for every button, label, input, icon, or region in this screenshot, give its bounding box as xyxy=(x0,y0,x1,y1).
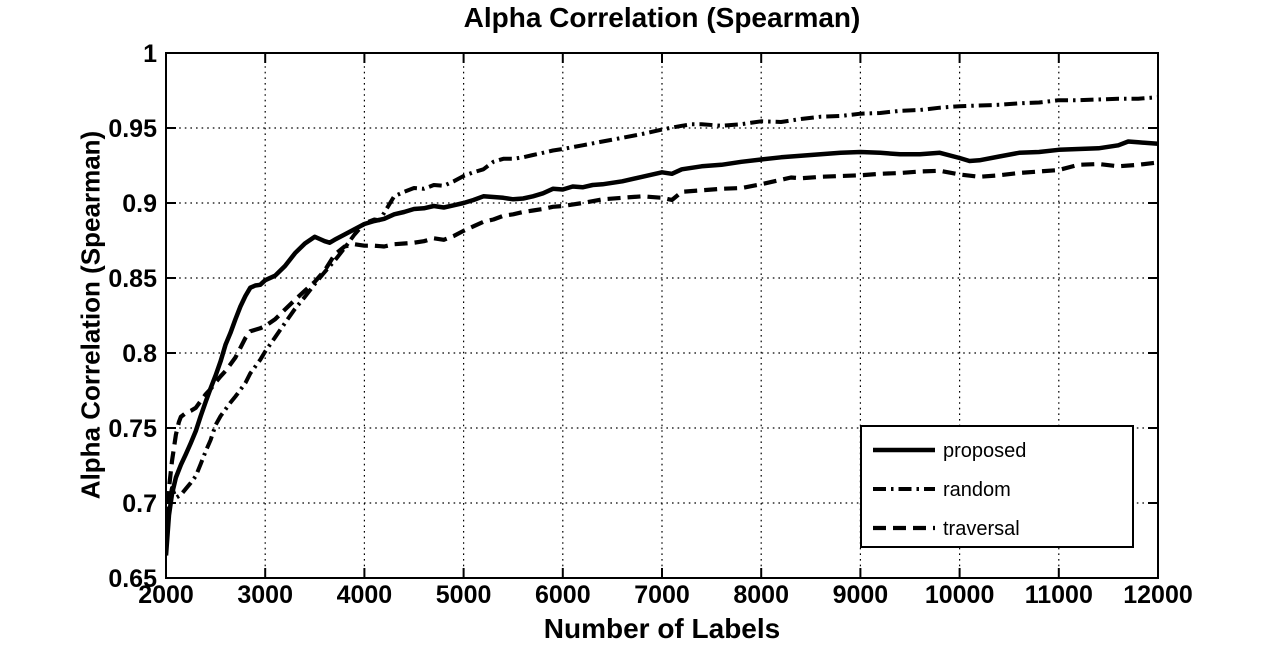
x-tick-label: 4000 xyxy=(337,581,393,609)
x-tick-label: 12000 xyxy=(1123,581,1193,609)
legend-item-random: random xyxy=(873,479,1011,501)
y-tick-label: 0.8 xyxy=(122,340,157,368)
y-tick-label: 0.65 xyxy=(108,565,157,593)
y-tick-label: 0.7 xyxy=(122,490,157,518)
x-tick-label: 2000 xyxy=(138,581,194,609)
x-axis-label: Number of Labels xyxy=(543,613,781,644)
x-tick-label: 3000 xyxy=(237,581,293,609)
chart-title: Alpha Correlation (Spearman) xyxy=(463,2,861,33)
y-tick-label: 0.85 xyxy=(108,265,157,293)
legend: proposed random traversal xyxy=(860,425,1134,548)
y-axis-label: Alpha Correlation (Spearman) xyxy=(75,130,105,500)
x-tick-label: 11000 xyxy=(1025,581,1093,609)
x-tick-label: 7000 xyxy=(634,581,690,609)
legend-item-proposed: proposed xyxy=(873,440,1026,462)
x-tick-label: 5000 xyxy=(436,581,492,609)
series-line-random xyxy=(166,95,1158,546)
legend-box xyxy=(860,425,1134,548)
y-tick-label: 1 xyxy=(143,40,157,68)
legend-label: random xyxy=(943,479,1011,501)
series-line-traversal xyxy=(166,160,1158,525)
x-tick-label: 10000 xyxy=(925,581,995,609)
axes-box xyxy=(165,52,1159,579)
legend-label: proposed xyxy=(943,440,1026,462)
y-tick-label: 0.75 xyxy=(108,415,157,443)
y-tick-label: 0.9 xyxy=(122,190,157,218)
x-tick-label: 6000 xyxy=(535,581,591,609)
legend-label: traversal xyxy=(943,518,1020,540)
x-tick-label: 8000 xyxy=(733,581,789,609)
x-tick-labels: 2000 3000 4000 5000 6000 7000 8000 9000 10000 110… xyxy=(138,581,1193,609)
y-tick-labels: 0.65 0.7 0.75 0.8 0.85 0.9 0.95 1 xyxy=(108,40,157,593)
series-lines xyxy=(166,95,1158,556)
x-tick-label: 9000 xyxy=(833,581,889,609)
legend-item-traversal: traversal xyxy=(873,518,1020,540)
y-tick-label: 0.95 xyxy=(108,115,157,143)
series-line-proposed xyxy=(166,139,1158,556)
